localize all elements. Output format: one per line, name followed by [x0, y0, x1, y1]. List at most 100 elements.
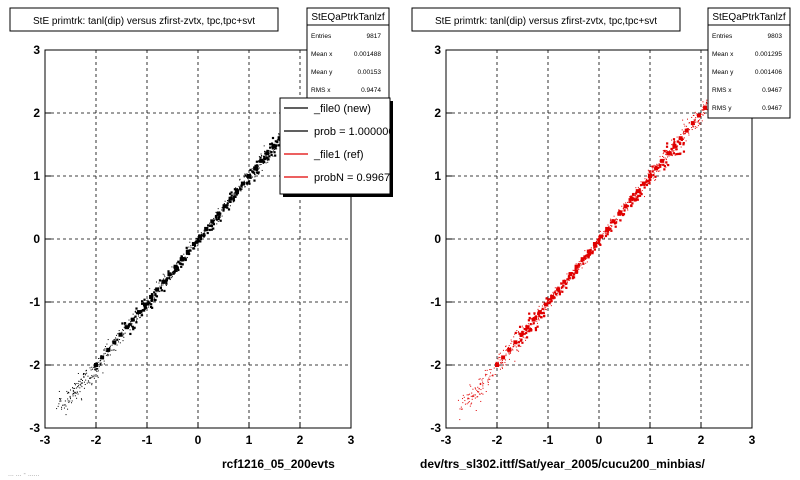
right-scatter-point [619, 210, 622, 213]
right-scatter-point [487, 381, 489, 383]
left-scatter-point [255, 164, 259, 167]
left-scatter-point [214, 218, 216, 220]
right-scatter-point [665, 152, 667, 154]
left-scatter-cluster [222, 204, 227, 209]
right-scatter-point [471, 392, 473, 394]
right-scatter-point [555, 294, 557, 296]
right-scatter-point [532, 322, 535, 325]
left-scatter-point [169, 279, 171, 281]
left-scatter-point [94, 369, 96, 371]
right-scatter-point [696, 126, 698, 128]
right-scatter-point [597, 240, 599, 242]
left-scatter-point [270, 150, 273, 154]
right-scatter-point [518, 341, 520, 343]
right-scatter-point [618, 211, 620, 213]
right-scatter-point [485, 375, 487, 377]
right-scatter-point [514, 331, 517, 335]
left-scatter-point [117, 333, 119, 335]
right-scatter-point [598, 237, 600, 239]
left-scatter-point [99, 360, 101, 362]
right-scatter-point [545, 297, 548, 300]
right-scatter-point [566, 278, 569, 281]
right-scatter-point [480, 389, 482, 391]
left-scatter-point [71, 402, 73, 404]
left-scatter-point [240, 190, 242, 192]
right-scatter-point [646, 178, 648, 180]
right-scatter-point [481, 383, 483, 385]
left-scatter-point [84, 373, 86, 375]
left-scatter-point [121, 331, 123, 333]
left-scatter-point [104, 346, 106, 348]
left-scatter-point [136, 318, 138, 320]
left-scatter-cluster [265, 151, 270, 156]
left-scatter-point [241, 188, 243, 190]
right-scatter-point [609, 219, 611, 221]
left-scatter-cluster [173, 264, 178, 269]
left-scatter-point [209, 222, 211, 224]
left-scatter-point [243, 180, 245, 182]
left-scatter-point [227, 201, 229, 203]
left-scatter-point [156, 291, 158, 293]
right-scatter-point [529, 328, 533, 331]
right-scatter-point [621, 210, 623, 212]
right-scatter-point [599, 230, 601, 232]
left-scatter-point [187, 252, 191, 255]
left-scatter-point [160, 283, 162, 285]
right-scatter-point [688, 122, 690, 124]
left-scatter-point [251, 168, 253, 170]
right-scatter-point [518, 350, 520, 352]
right-scatter-point [686, 125, 688, 127]
right-scatter-point [490, 369, 492, 371]
left-scatter-point [208, 228, 211, 232]
footer-bottom-left-text: ... ... - ...... [8, 471, 40, 478]
right-scatter-point [460, 406, 462, 408]
right-scatter-point [657, 170, 659, 172]
left-scatter-point [91, 382, 93, 384]
left-scatter-point [149, 305, 153, 309]
right-scatter-point [666, 150, 668, 152]
right-scatter-point [562, 284, 565, 287]
right-scatter-point [592, 247, 594, 249]
right-stats-row-value: 9803 [768, 33, 783, 40]
left-scatter-point [252, 176, 254, 178]
right-scatter-point [596, 238, 599, 241]
left-scatter-point [205, 230, 207, 232]
right-scatter-point [683, 132, 685, 134]
right-scatter-point [658, 164, 660, 166]
right-scatter-point [703, 104, 705, 106]
right-scatter-point [469, 405, 471, 407]
right-scatter-point [667, 163, 670, 167]
right-scatter-point [619, 219, 622, 222]
right-scatter-point [550, 305, 552, 307]
left-scatter-point [264, 152, 267, 155]
right-scatter-point [469, 393, 471, 395]
right-scatter-point [682, 150, 686, 153]
right-scatter-point [499, 359, 501, 361]
left-scatter-point [74, 387, 76, 389]
left-scatter-point [67, 391, 69, 393]
left-scatter-point [247, 177, 249, 179]
right-scatter-point [659, 156, 661, 158]
left-scatter-point [110, 345, 112, 347]
left-scatter-point [233, 194, 235, 196]
left-scatter-point [162, 279, 164, 281]
left-scatter-point [71, 400, 73, 402]
right-scatter-point [672, 150, 674, 152]
right-scatter-point [499, 364, 501, 366]
right-scatter-point [634, 192, 638, 195]
right-scatter-point [538, 305, 540, 307]
right-scatter-point [542, 311, 545, 314]
right-scatter-point [611, 225, 613, 227]
left-scatter-point [124, 332, 126, 334]
right-scatter-point [607, 224, 609, 226]
left-scatter-point [266, 159, 268, 161]
left-tick-labels: -3 -2 -1 0 1 2 3 -3 -2 -1 0 1 2 3 [29, 43, 354, 447]
left-scatter-point [65, 414, 67, 416]
left-scatter-point [249, 168, 252, 172]
left-scatter-point [185, 252, 189, 255]
left-scatter-cluster [259, 158, 264, 163]
left-scatter-point [91, 375, 93, 377]
left-scatter-point [264, 157, 267, 160]
right-scatter-cluster [641, 181, 646, 186]
right-scatter-point [663, 159, 665, 161]
